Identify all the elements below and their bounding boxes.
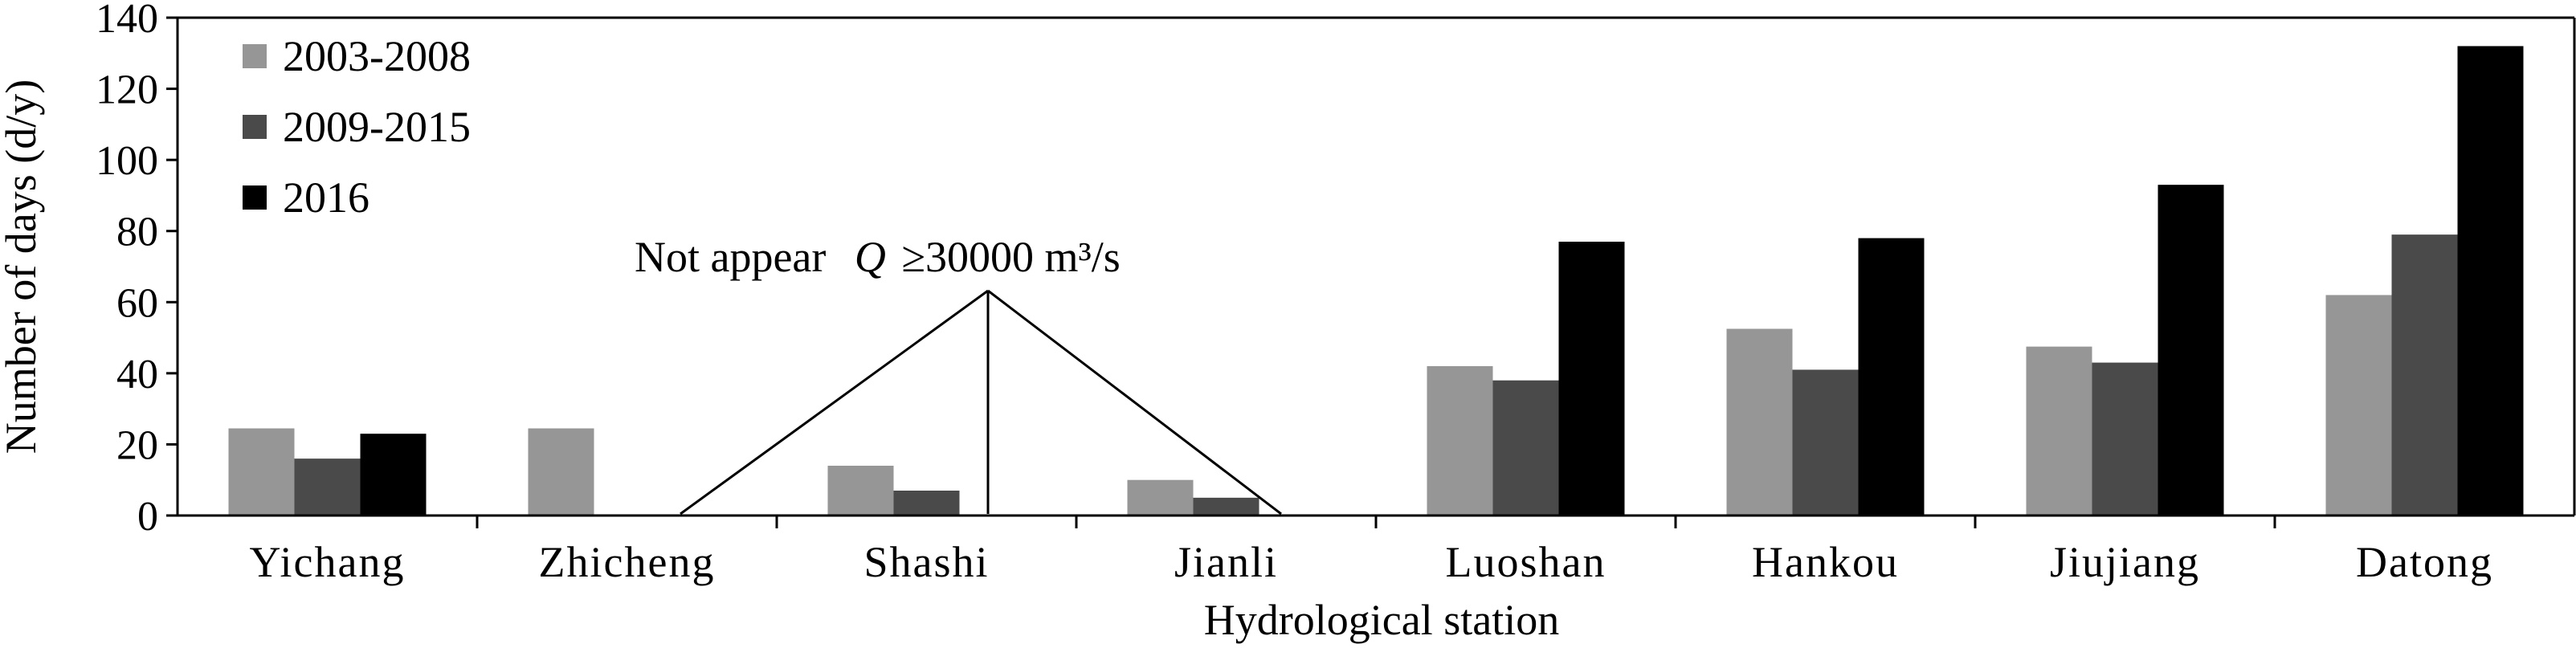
x-category-label: Datong: [2356, 538, 2493, 586]
y-tick-label: 40: [116, 352, 158, 397]
y-tick-label: 80: [116, 210, 158, 255]
bar-2003-2008-Hankou: [1726, 328, 1793, 516]
x-axis-title: Hydrological station: [1204, 596, 1559, 644]
x-category-label: Zhicheng: [539, 538, 716, 586]
x-category-label: Jianli: [1174, 538, 1278, 586]
bar-2003-2008-Yichang: [228, 428, 295, 516]
annotation-symbol: Q: [855, 233, 886, 281]
bar-2009-2015-Luoshan: [1492, 380, 1559, 516]
annotation-text: Not appear Q ≥30000 m³/s: [635, 233, 1121, 281]
legend-label: 2003-2008: [283, 32, 471, 80]
bar-2003-2008-Zhicheng: [528, 428, 594, 516]
x-category-label: Yichang: [250, 538, 406, 586]
bar-2016-Hankou: [1858, 238, 1925, 516]
bar-2016-Datong: [2457, 46, 2524, 516]
x-category-label: Luoshan: [1446, 538, 1606, 586]
bar-2003-2008-Jianli: [1127, 479, 1194, 516]
bars-layer: [228, 46, 2524, 516]
annotation-line-right: [987, 289, 1282, 516]
bar-2003-2008-Shashi: [827, 466, 894, 516]
legend-swatch: [243, 44, 267, 68]
annotation-lines: [680, 289, 1282, 516]
bar-2009-2015-Jiujiang: [2092, 362, 2158, 516]
bar-2009-2015-Jianli: [1193, 497, 1259, 516]
bar-2009-2015-Datong: [2391, 234, 2458, 516]
x-category-label: Hankou: [1752, 538, 1899, 586]
bar-2003-2008-Datong: [2325, 295, 2392, 516]
x-category-label: Jiujiang: [2050, 538, 2200, 586]
legend-swatch: [243, 185, 267, 210]
bar-2003-2008-Jiujiang: [2026, 346, 2092, 516]
y-tick-label: 20: [116, 422, 158, 468]
y-tick-label: 140: [96, 0, 158, 42]
y-tick-label: 0: [137, 494, 158, 540]
bar-2009-2015-Hankou: [1792, 369, 1859, 516]
annotation-suffix: ≥30000 m³/s: [901, 233, 1120, 281]
bar-2016-Luoshan: [1558, 242, 1625, 516]
x-category-label: Shashi: [863, 538, 989, 586]
y-tick-label: 100: [96, 138, 158, 184]
x-axis-ticks: Yichang Zhicheng Shashi Jianli Luoshan Hankou…: [250, 516, 2493, 586]
bar-2009-2015-Shashi: [893, 491, 960, 516]
legend-label: 2009-2015: [283, 103, 471, 151]
annotation-prefix: Not appear: [635, 233, 826, 281]
bar-2016-Jiujiang: [2158, 185, 2224, 516]
annotation-line-left: [680, 289, 989, 516]
bar-2016-Yichang: [360, 434, 427, 516]
y-axis-ticks: 0 20 40 60 80 100 120 140: [96, 0, 178, 540]
y-axis-title: Number of days (d/y): [0, 79, 45, 454]
legend: 2003-2008 2009-2015 2016: [243, 32, 471, 222]
y-tick-label: 60: [116, 280, 158, 326]
legend-label: 2016: [283, 173, 369, 222]
bar-2003-2008-Luoshan: [1427, 366, 1493, 516]
y-tick-label: 120: [96, 67, 158, 113]
bar-2009-2015-Yichang: [294, 458, 361, 516]
legend-swatch: [243, 115, 267, 139]
